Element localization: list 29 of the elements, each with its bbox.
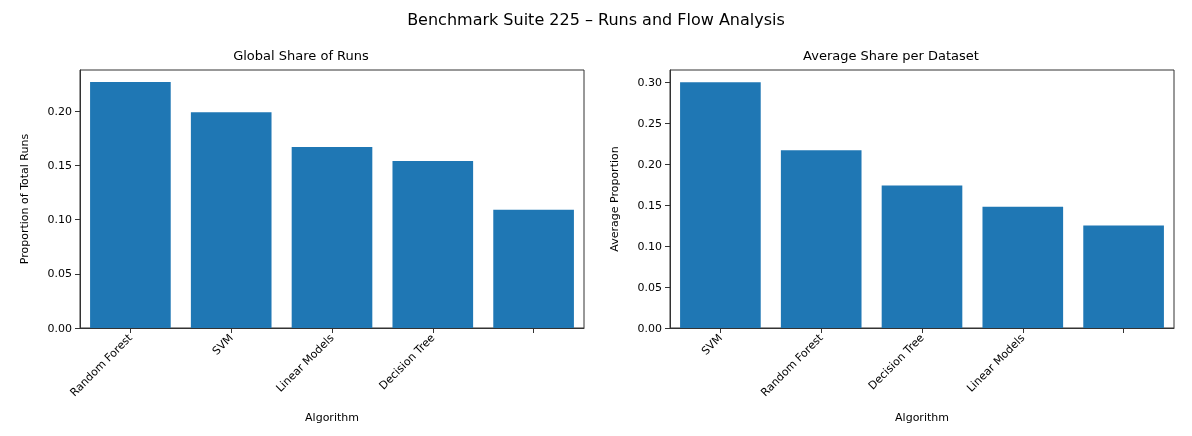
bar [1083,225,1164,328]
bar [680,82,761,328]
bar [982,206,1064,328]
bar [493,209,574,328]
bar [881,185,963,328]
x-axis-title: Algorithm [895,411,949,424]
bar [780,150,862,328]
y-tick-label: 0.10 [47,213,72,227]
y-tick-label: 0.10 [637,239,662,253]
y-tick-label: 0.20 [47,104,72,118]
chart-title: Average Share per Dataset [803,48,979,63]
y-tick-label: 0.30 [637,75,662,89]
y-tick-label: 0.05 [47,267,72,281]
y-axis-title: Average Proportion [608,146,621,252]
text: Benchmark Suite 225 – Runs and Flow Analysis [407,10,785,29]
bar [291,146,373,328]
y-tick-label: 0.15 [637,198,662,212]
y-tick-label: 0.05 [637,280,662,294]
y-tick-label: 0.25 [637,116,662,130]
bar [392,161,474,328]
y-axis-title: Proportion of Total Runs [18,133,31,265]
y-tick-label: 0.00 [47,321,72,335]
bar [190,112,272,328]
bar [90,81,171,328]
y-tick-label: 0.00 [637,321,662,335]
y-tick-label: 0.15 [47,158,72,172]
chart-title: Global Share of Runs [233,48,370,63]
x-axis-title: Algorithm [305,411,359,424]
y-tick-label: 0.20 [637,157,662,171]
